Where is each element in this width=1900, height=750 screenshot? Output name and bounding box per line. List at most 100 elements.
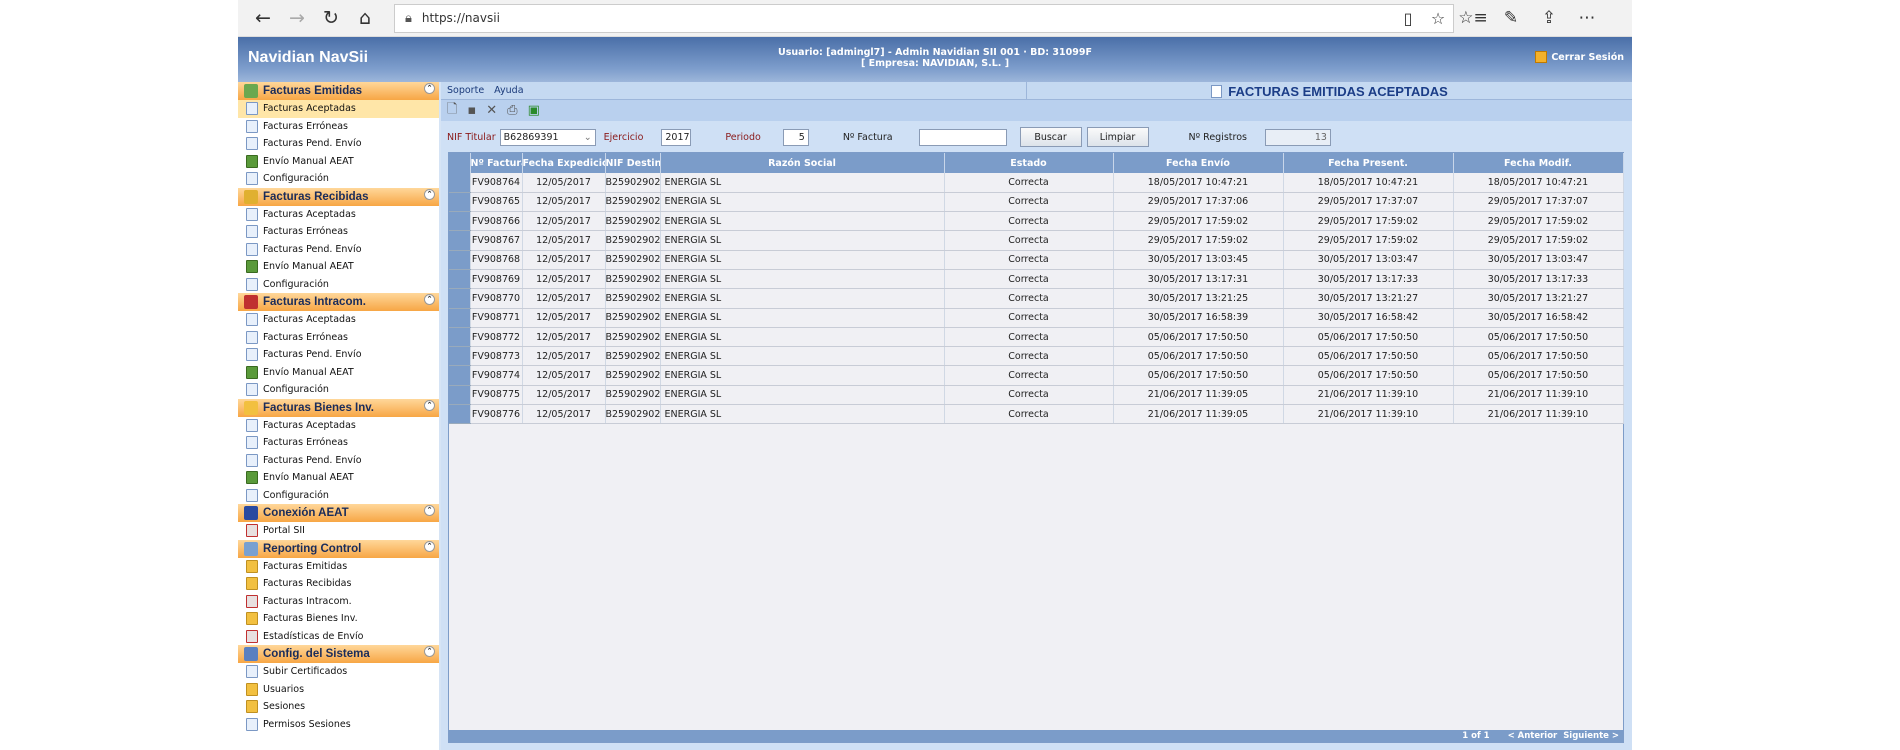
sidebar-section-header[interactable]: Facturas Emitidas ⌃ bbox=[238, 82, 439, 100]
address-bar[interactable]: 🔒︎ https://navsii ▯ ☆ bbox=[394, 3, 1454, 33]
row-selector[interactable] bbox=[449, 250, 471, 270]
collapse-icon[interactable]: ⌃ bbox=[424, 188, 435, 200]
nfactura-input[interactable] bbox=[918, 128, 1007, 146]
row-selector[interactable] bbox=[449, 173, 471, 193]
sidebar-item[interactable]: Facturas Erróneas bbox=[238, 118, 439, 136]
pen-icon[interactable]: ✎ bbox=[1503, 8, 1519, 28]
sidebar-item[interactable]: Envío Manual AEAT bbox=[238, 364, 439, 382]
logout-button[interactable]: Cerrar Sesión bbox=[1535, 51, 1624, 63]
column-header[interactable]: Razón Social bbox=[660, 153, 945, 173]
refresh-icon[interactable]: ↻ bbox=[323, 7, 339, 29]
sidebar-item[interactable]: Facturas Pend. Envío bbox=[238, 241, 439, 259]
collapse-icon[interactable]: ⌃ bbox=[424, 294, 435, 305]
table-row[interactable]: FV908765 12/05/2017 B25902902 ENERGIA SL Cor… bbox=[449, 192, 1624, 213]
prev-page-link[interactable]: < Anterior bbox=[1507, 731, 1558, 741]
sidebar-item[interactable]: Configuración bbox=[238, 487, 439, 505]
sidebar-item[interactable]: Facturas Erróneas bbox=[238, 223, 439, 241]
row-selector[interactable] bbox=[449, 308, 471, 328]
next-page-link[interactable]: Siguiente > bbox=[1563, 731, 1619, 741]
table-row[interactable]: FV908770 12/05/2017 B25902902 ENERGIA SL Cor… bbox=[449, 288, 1624, 309]
sidebar-item[interactable]: Configuración bbox=[238, 170, 439, 188]
sidebar-section-header[interactable]: Facturas Intracom. ⌃ bbox=[238, 293, 439, 311]
column-header[interactable]: Fecha Modif. bbox=[1453, 153, 1624, 173]
sidebar-item[interactable]: Facturas Emitidas bbox=[238, 558, 439, 576]
back-icon[interactable]: ← bbox=[255, 7, 271, 29]
sidebar-item[interactable]: Facturas Bienes Inv. bbox=[238, 610, 439, 628]
periodo-input[interactable]: 5 bbox=[782, 128, 809, 146]
column-header[interactable]: Estado bbox=[944, 153, 1114, 173]
sidebar-item[interactable]: Facturas Recibidas bbox=[238, 575, 439, 593]
share-icon[interactable]: ⇪ bbox=[1541, 8, 1557, 28]
sidebar-section-header[interactable]: Conexión AEAT ⌃ bbox=[238, 504, 439, 522]
sidebar-item[interactable]: Permisos Sesiones bbox=[238, 716, 439, 734]
clear-button[interactable]: Limpiar bbox=[1086, 127, 1149, 147]
row-selector[interactable] bbox=[449, 404, 471, 425]
sidebar-item[interactable]: Facturas Aceptadas bbox=[238, 311, 439, 329]
sidebar-item[interactable]: Facturas Aceptadas bbox=[238, 417, 439, 435]
home-icon[interactable]: ⌂ bbox=[358, 7, 372, 29]
menu-soporte[interactable]: Soporte bbox=[447, 85, 485, 96]
sidebar-item[interactable]: Facturas Pend. Envío bbox=[238, 452, 439, 470]
sidebar-item[interactable]: Usuarios bbox=[238, 681, 439, 699]
sidebar-section-header[interactable]: Config. del Sistema ⌃ bbox=[238, 645, 439, 663]
favorite-star-icon[interactable]: ☆ bbox=[1430, 8, 1446, 28]
table-row[interactable]: FV908771 12/05/2017 B25902902 ENERGIA SL Cor… bbox=[449, 308, 1624, 328]
row-selector[interactable] bbox=[449, 211, 471, 232]
sidebar-item[interactable]: Facturas Pend. Envío bbox=[238, 346, 439, 364]
table-row[interactable]: FV908774 12/05/2017 B25902902 ENERGIA SL Cor… bbox=[449, 365, 1624, 386]
table-row[interactable]: FV908768 12/05/2017 B25902902 ENERGIA SL Cor… bbox=[449, 250, 1624, 270]
more-icon[interactable]: ⋯ bbox=[1578, 8, 1596, 28]
collapse-icon[interactable]: ⌃ bbox=[424, 399, 435, 411]
row-selector[interactable] bbox=[449, 288, 471, 309]
row-selector[interactable] bbox=[449, 365, 471, 386]
sidebar-item[interactable]: Configuración bbox=[238, 276, 439, 294]
table-row[interactable]: FV908772 12/05/2017 B25902902 ENERGIA SL Cor… bbox=[449, 327, 1624, 348]
table-row[interactable]: FV908764 12/05/2017 B25902902 ENERGIA SL Cor… bbox=[449, 173, 1624, 193]
favorites-list-icon[interactable]: ☆≡ bbox=[1458, 8, 1488, 28]
sidebar-item[interactable]: Facturas Erróneas bbox=[238, 329, 439, 347]
sidebar-item[interactable]: Envío Manual AEAT bbox=[238, 258, 439, 276]
collapse-icon[interactable]: ⌃ bbox=[424, 540, 435, 552]
ejercicio-input[interactable]: 2017 bbox=[661, 128, 692, 146]
reading-view-icon[interactable]: ▯ bbox=[1403, 8, 1413, 28]
print-icon[interactable]: ⎙ bbox=[507, 103, 518, 118]
table-row[interactable]: FV908769 12/05/2017 B25902902 ENERGIA SL Cor… bbox=[449, 269, 1624, 290]
forward-icon[interactable]: → bbox=[289, 7, 305, 29]
column-header[interactable]: Fecha Present. bbox=[1283, 153, 1454, 173]
menu-ayuda[interactable]: Ayuda bbox=[494, 85, 524, 96]
sidebar-item[interactable]: Facturas Erróneas bbox=[238, 434, 439, 452]
sidebar-section-header[interactable]: Facturas Bienes Inv. ⌃ bbox=[238, 398, 439, 417]
sidebar-item[interactable]: Subir Certificados bbox=[238, 663, 439, 681]
row-selector[interactable] bbox=[449, 385, 471, 406]
column-header[interactable]: Fecha Envío bbox=[1113, 153, 1284, 173]
sidebar-item[interactable]: Facturas Aceptadas bbox=[238, 206, 439, 224]
search-button[interactable]: Buscar bbox=[1019, 127, 1082, 147]
sidebar-item[interactable]: Facturas Pend. Envío bbox=[238, 135, 439, 153]
table-row[interactable]: FV908773 12/05/2017 B25902902 ENERGIA SL Cor… bbox=[449, 346, 1624, 367]
delete-icon[interactable]: ✕ bbox=[486, 103, 498, 118]
table-row[interactable]: FV908776 12/05/2017 B25902902 ENERGIA SL Cor… bbox=[449, 404, 1624, 425]
collapse-icon[interactable]: ⌃ bbox=[424, 83, 435, 94]
row-selector[interactable] bbox=[449, 269, 471, 290]
nif-select[interactable]: B62869391 ⌄ bbox=[499, 128, 596, 146]
row-selector[interactable] bbox=[449, 192, 471, 213]
table-row[interactable]: FV908775 12/05/2017 B25902902 ENERGIA SL Cor… bbox=[449, 385, 1624, 406]
sidebar-item[interactable]: Configuración bbox=[238, 381, 439, 399]
sidebar-item[interactable]: Portal SII bbox=[238, 522, 439, 540]
new-icon[interactable]: 🗋 bbox=[447, 101, 458, 117]
row-selector[interactable] bbox=[449, 327, 471, 348]
sidebar-item[interactable]: Envío Manual AEAT bbox=[238, 153, 439, 171]
collapse-icon[interactable]: ⌃ bbox=[424, 646, 435, 657]
sidebar-section-header[interactable]: Facturas Recibidas ⌃ bbox=[238, 187, 439, 206]
column-header[interactable]: NIF Destin. bbox=[605, 153, 661, 173]
sidebar-item[interactable]: Facturas Aceptadas bbox=[238, 100, 439, 118]
row-selector[interactable] bbox=[449, 346, 471, 367]
export-icon[interactable]: ▣ bbox=[527, 103, 540, 118]
column-header[interactable]: Nº Factura bbox=[470, 153, 523, 173]
sidebar-item[interactable]: Sesiones bbox=[238, 698, 439, 716]
collapse-icon[interactable]: ⌃ bbox=[424, 505, 435, 516]
sidebar-section-header[interactable]: Reporting Control ⌃ bbox=[238, 539, 439, 558]
sidebar-item[interactable]: Facturas Intracom. bbox=[238, 593, 439, 611]
sidebar-item[interactable]: Estadísticas de Envío bbox=[238, 628, 439, 646]
table-row[interactable]: FV908767 12/05/2017 B25902902 ENERGIA SL Cor… bbox=[449, 230, 1624, 251]
